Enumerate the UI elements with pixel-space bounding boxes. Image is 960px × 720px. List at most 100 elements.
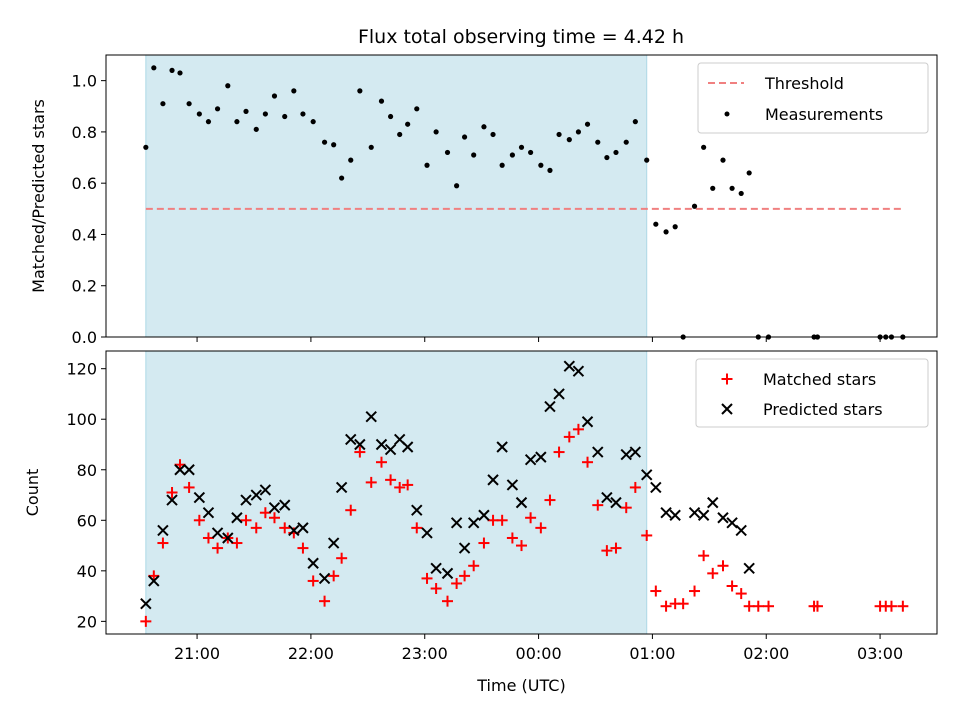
predicted-star-point: [174, 464, 186, 476]
matched-star-point: [885, 600, 897, 612]
matched-star-point: [442, 595, 454, 607]
matched-star-point: [478, 537, 490, 549]
predicted-star-point-b: [279, 499, 291, 511]
measurement-point: [186, 101, 192, 107]
predicted-star-point-b: [535, 451, 547, 463]
predicted-star-point: [441, 567, 454, 580]
predicted-star-point: [240, 494, 252, 506]
predicted-star-point-b: [487, 474, 499, 486]
predicted-star-point-b: [743, 562, 755, 575]
x-tick-label: 21:00: [174, 644, 220, 663]
predicted-star-point: [563, 360, 576, 372]
predicted-star-point-b: [726, 517, 738, 529]
matched-star-point: [411, 522, 423, 534]
predicted-star-point-b: [515, 496, 528, 509]
matched-star-point: [394, 481, 406, 493]
predicted-legend-glyph-b: [721, 403, 733, 415]
predicted-star-point: [478, 509, 490, 521]
measurement-point: [528, 149, 534, 156]
matched-star-point: [707, 567, 719, 579]
predicted-star-point: [148, 575, 160, 587]
predicted-star-point: [250, 489, 262, 501]
predicted-star-point: [650, 481, 662, 494]
matched-star-point: [385, 474, 397, 486]
matched-star-point: [811, 600, 823, 612]
predicted-star-point: [717, 512, 729, 524]
predicted-star-point-b: [430, 562, 442, 575]
predicted-star-point: [259, 484, 272, 496]
predicted-star-point-b: [193, 491, 206, 504]
measurement-point: [357, 88, 363, 94]
measurement-point: [433, 129, 439, 135]
predicted-star-point: [620, 448, 632, 461]
measurement-point: [461, 134, 468, 140]
matched-star-point: [726, 580, 738, 592]
matched-star-point: [525, 512, 537, 524]
measurement-point: [644, 157, 650, 163]
predicted-star-point: [166, 494, 178, 506]
measurement-point: [471, 152, 477, 158]
measurement-point: [291, 88, 297, 94]
matched-star-point: [279, 522, 291, 534]
predicted-star-point: [592, 446, 604, 458]
predicted-star-point: [581, 416, 594, 428]
measurement-point: [225, 83, 231, 89]
y-tick-label: 0.0: [72, 328, 97, 347]
predicted-star-point: [544, 400, 556, 413]
ratio-x-ticks: [196, 337, 881, 342]
predicted-star-point: [411, 504, 423, 516]
ratio-legend: Threshold Measurements: [697, 62, 929, 134]
predicted-star-point: [641, 469, 653, 481]
matched-star-point: [650, 585, 662, 597]
matched-star-point: [897, 600, 909, 612]
predicted-star-point: [487, 474, 499, 486]
measurement-point: [321, 139, 328, 145]
predicted-star-point-b: [650, 481, 662, 494]
predicted-star-point-b: [660, 507, 672, 519]
matched-star-point: [735, 588, 747, 600]
measurement-point: [490, 131, 496, 138]
predicted-star-point: [365, 410, 377, 423]
predicted-star-point: [318, 572, 331, 585]
count-marks: [140, 360, 909, 627]
matched-star-point: [553, 446, 565, 458]
matched-star-point: [328, 570, 340, 582]
matched-star-point: [421, 572, 433, 584]
measurement-point: [509, 152, 515, 158]
count-x-ticks: 21:00 22:00 23:00 00:00 01:00 02:00 03:00: [174, 634, 903, 663]
measurement-point: [196, 111, 202, 117]
measurement-point: [729, 185, 735, 191]
matched-star-point: [354, 446, 366, 458]
predicted-star-point-b: [174, 464, 186, 476]
measurement-point: [282, 113, 288, 120]
measurement-point: [310, 119, 316, 125]
predicted-star-point-b: [707, 496, 719, 509]
matched-star-point: [752, 600, 764, 612]
measurement-point: [738, 190, 744, 197]
predicted-star-point: [535, 451, 547, 463]
predicted-star-point-b: [157, 524, 169, 537]
predicted-star-point: [268, 501, 281, 514]
predicted-star-point: [297, 522, 309, 534]
measurement-point: [566, 137, 572, 143]
y-tick-label: 80: [77, 461, 97, 480]
predicted-star-point-b: [629, 446, 642, 458]
predicted-star-point-b: [450, 517, 463, 529]
predicted-star-point-b: [393, 433, 406, 446]
measurement-point: [499, 162, 505, 168]
matched-star-point: [375, 456, 387, 468]
predicted-star-point: [288, 524, 300, 537]
predicted-star-point-b: [572, 365, 585, 377]
predicted-star-point: [458, 542, 471, 554]
measurements-legend-marker: [724, 111, 730, 117]
predicted-star-point: [335, 481, 348, 494]
predicted-star-point-b: [345, 433, 357, 446]
predicted-star-point: [726, 517, 738, 529]
observing-span-shading: [145, 350, 648, 635]
predicted-star-point-b: [506, 479, 519, 491]
measurement-point: [331, 142, 337, 148]
count-y-ticks: 20 40 60 80 100 120: [66, 360, 106, 631]
matched-star-point: [620, 502, 632, 514]
predicted-star-point: [211, 527, 224, 539]
measurement-point: [623, 139, 629, 145]
